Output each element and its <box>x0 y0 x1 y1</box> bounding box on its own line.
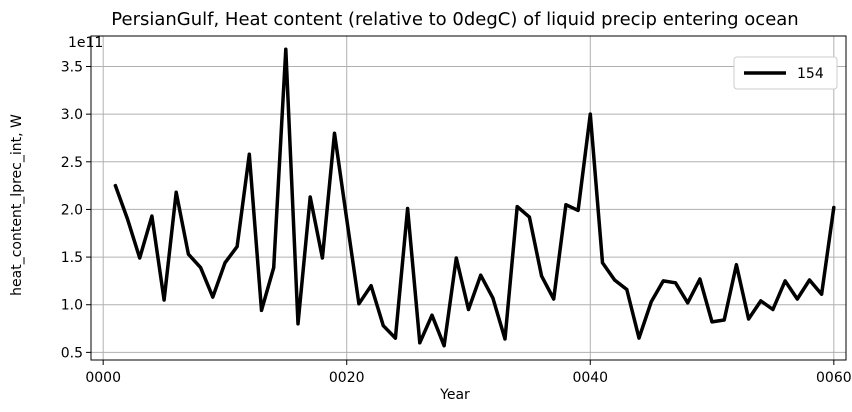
legend-label: 154 <box>797 66 824 82</box>
data-point <box>418 341 422 345</box>
ticks: 0000 0020 0040 0060 0.5 1.0 1.5 2.0 2.5 3.0 3.5 <box>61 59 852 386</box>
data-point <box>600 261 604 265</box>
chart-title: PersianGulf, Heat content (relative to 0… <box>111 9 798 30</box>
plot-frame <box>90 35 847 361</box>
data-point <box>406 206 410 210</box>
y-tick-label: 3.5 <box>61 59 83 75</box>
data-point <box>454 256 458 260</box>
data-point <box>211 295 215 299</box>
data-point <box>150 214 154 218</box>
data-point <box>479 273 483 277</box>
data-point <box>734 263 738 267</box>
data-point <box>272 266 276 270</box>
data-point <box>199 266 203 270</box>
data-point <box>467 307 470 311</box>
data-point <box>320 256 324 260</box>
data-point <box>613 278 617 282</box>
data-point <box>333 131 337 135</box>
y-axis-label: heat_content_lprec_int, W <box>9 114 25 296</box>
data-point <box>527 215 531 219</box>
data-point <box>783 279 787 283</box>
data-point <box>759 299 763 303</box>
data-point <box>637 336 641 340</box>
data-point <box>674 281 678 285</box>
data-point <box>698 277 702 281</box>
data-point <box>686 301 690 305</box>
y-tick-label: 3.0 <box>61 107 83 123</box>
y-tick-label: 2.0 <box>61 202 83 218</box>
data-point <box>138 256 142 260</box>
data-point <box>625 287 629 291</box>
y-offset-label: 1e11 <box>68 35 103 51</box>
data-point <box>381 324 385 328</box>
y-tick-label: 1.0 <box>61 298 83 314</box>
y-tick-label: 1.5 <box>61 250 83 266</box>
data-point <box>442 344 446 348</box>
data-point <box>710 320 714 324</box>
data-point <box>357 302 361 306</box>
data-point <box>564 203 568 207</box>
x-tick-label: 0000 <box>85 370 121 386</box>
data-point <box>807 278 811 282</box>
data-point <box>491 296 495 300</box>
data-point <box>661 279 665 283</box>
data-point <box>393 336 397 340</box>
x-tick-label: 0040 <box>572 370 608 386</box>
data-point <box>308 195 312 199</box>
x-tick-label: 0060 <box>816 370 852 386</box>
data-point <box>223 261 227 265</box>
data-point <box>795 297 799 301</box>
data-point <box>540 274 544 278</box>
data-point <box>247 152 251 156</box>
x-tick-label: 0020 <box>329 370 365 386</box>
data-point <box>284 47 288 51</box>
data-point <box>345 217 349 221</box>
y-tick-label: 0.5 <box>61 345 83 361</box>
data-point <box>126 217 130 221</box>
data-point <box>259 308 263 312</box>
data-point <box>576 208 580 212</box>
series-line <box>113 47 836 348</box>
series-layer <box>113 47 836 348</box>
data-point <box>369 284 373 288</box>
legend: 154 <box>733 56 838 90</box>
data-point <box>503 337 507 341</box>
data-point <box>186 252 190 256</box>
data-point <box>430 313 434 317</box>
data-point <box>162 298 166 302</box>
data-point <box>771 307 775 311</box>
data-point <box>832 206 836 210</box>
data-point <box>820 292 824 296</box>
data-point <box>649 300 653 304</box>
x-axis-label: Year <box>439 387 470 403</box>
data-point <box>722 318 726 322</box>
data-point <box>296 322 300 326</box>
y-tick-label: 2.5 <box>61 155 83 171</box>
data-point <box>588 112 592 116</box>
data-point <box>235 245 239 249</box>
data-point <box>113 184 117 188</box>
data-point <box>515 205 519 209</box>
data-point <box>552 297 556 301</box>
data-point <box>747 317 751 321</box>
data-point <box>174 190 178 194</box>
